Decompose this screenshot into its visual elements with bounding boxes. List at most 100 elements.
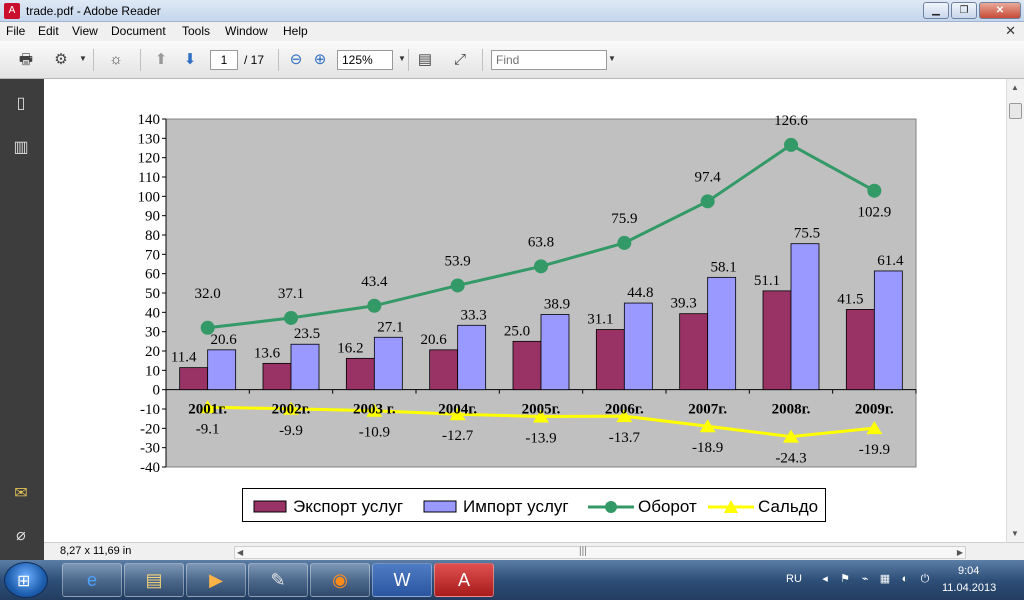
x-tick-label: 2003 г. (353, 402, 396, 418)
y-tick-label: 30 (145, 325, 160, 341)
document-view: 140 130 120 110 100 90 80 70 60 50 40 30 20 10 0 -10 -20… (44, 79, 1006, 542)
attachments-icon[interactable]: ⌀ (16, 527, 26, 544)
minimize-button[interactable]: ▁ (923, 2, 949, 19)
usb-icon[interactable]: ⌁ (861, 573, 869, 585)
bar-import (373, 336, 403, 391)
point-balance (783, 429, 799, 443)
firefox-icon[interactable]: ◉ (310, 563, 370, 597)
y-tick-label: -20 (140, 421, 160, 437)
x-tick-label: 2004г. (438, 402, 477, 418)
data-label-balance: -9.9 (279, 423, 303, 439)
zoom-out-icon[interactable]: ⊖ (289, 51, 303, 68)
find-dropdown-icon[interactable]: ▼ (608, 54, 616, 63)
data-label-balance: -19.9 (859, 442, 890, 458)
scroll-thumb[interactable] (1009, 103, 1022, 119)
bar-export (429, 349, 459, 391)
scroll-right-icon[interactable]: ▶ (956, 548, 963, 557)
menu-view[interactable]: View (72, 24, 98, 38)
close-document-icon[interactable]: ✕ (1005, 23, 1016, 38)
data-label-turnover: 102.9 (857, 205, 891, 221)
chevron-up-icon[interactable]: ◂ (822, 573, 828, 585)
start-button[interactable]: ⊞ (4, 562, 48, 598)
menu-bar: File Edit View Document Tools Window Hel… (0, 22, 1024, 41)
language-indicator[interactable]: RU (786, 573, 802, 585)
scroll-up-icon[interactable]: ▲ (1011, 83, 1019, 92)
data-label-balance: -9.1 (196, 421, 220, 437)
bookmarks-icon[interactable]: ▥ (13, 139, 29, 156)
media-player-icon[interactable]: ▶ (186, 563, 246, 597)
horizontal-scrollbar[interactable]: ◀ ||| ▶ (234, 546, 966, 559)
window-title: trade.pdf - Adobe Reader (26, 4, 161, 18)
bar-export (679, 313, 709, 391)
clock-time[interactable]: 9:04 (958, 565, 980, 577)
toolbar: 🖶 ⚙ ▼ ☼ ⬆ ⬇ 1 / 17 ⊖ ⊕ 125% ▼ ▤ ⤢ ▼ (0, 41, 1024, 79)
taskbar: ⊞ e ▤ ▶ ✎ ◉ W A RU ◂ ⚑ ⌁ ▦ ◐ ⏻ 9:04 11.0… (0, 560, 1024, 600)
bar-export (762, 290, 792, 391)
menu-help[interactable]: Help (283, 24, 308, 38)
toolbar-separator (93, 49, 94, 71)
bar-import (873, 270, 903, 391)
comments-icon[interactable]: ✉ (14, 485, 28, 502)
data-label-export: 20.6 (421, 332, 448, 348)
data-label-export: 11.4 (171, 350, 197, 366)
menu-document[interactable]: Document (111, 24, 166, 38)
legend-import: Импорт услуг (423, 497, 593, 516)
print-icon[interactable]: 🖶 (18, 51, 34, 68)
close-button[interactable]: ✕ (979, 2, 1021, 19)
volume-icon[interactable]: ◐ (901, 573, 909, 585)
legend-balance: Сальдо (708, 497, 823, 516)
data-label-balance: -13.7 (609, 430, 641, 446)
data-label-import: 75.5 (794, 226, 820, 242)
point-balance (449, 407, 466, 421)
full-screen-icon[interactable]: ⤢ (453, 51, 466, 68)
y-tick-label: 40 (145, 305, 160, 321)
fit-width-icon[interactable]: ▤ (417, 51, 433, 68)
vertical-scrollbar[interactable]: ▲ ▼ (1006, 79, 1024, 542)
legend-label-balance: Сальдо (758, 497, 819, 516)
menu-tools[interactable]: Tools (182, 24, 211, 38)
adobe-reader-icon[interactable]: A (434, 563, 494, 597)
zoom-dropdown-icon[interactable]: ▼ (398, 54, 406, 63)
point-balance (699, 419, 716, 433)
collaborate-icon[interactable]: ☼ (109, 51, 123, 68)
security-icon[interactable]: ⚑ (840, 573, 850, 585)
bar-import (623, 302, 653, 391)
zoom-in-icon[interactable]: ⊕ (313, 51, 327, 68)
menu-window[interactable]: Window (225, 24, 268, 38)
ie-icon[interactable]: e (62, 563, 122, 597)
zoom-input[interactable]: 125% (337, 50, 393, 70)
system-tray: RU ◂ ⚑ ⌁ ▦ ◐ ⏻ 9:04 11.04.2013 (0, 560, 1024, 600)
scroll-grip-icon[interactable]: ||| (579, 546, 587, 557)
chevron-down-icon[interactable]: ▼ (79, 54, 87, 63)
paint-icon[interactable]: ✎ (248, 563, 308, 597)
word-icon[interactable]: W (372, 563, 432, 597)
clock-date[interactable]: 11.04.2013 (942, 582, 997, 594)
point-turnover (284, 310, 298, 325)
bar-import (540, 314, 570, 391)
menu-file[interactable]: File (6, 24, 26, 38)
point-turnover (534, 259, 548, 274)
x-tick-label: 2006г. (605, 402, 644, 418)
next-page-icon[interactable]: ⬇ (183, 51, 197, 68)
legend-swatch-import (423, 500, 457, 513)
legend-turnover: Оборот (588, 497, 708, 516)
find-input[interactable] (491, 50, 607, 70)
y-tick-label: 130 (138, 131, 161, 147)
bar-export (595, 329, 625, 391)
maximize-button[interactable]: ❐ (951, 2, 977, 19)
point-turnover (367, 298, 382, 313)
scroll-left-icon[interactable]: ◀ (237, 548, 244, 557)
page-number-input[interactable]: 1 (210, 50, 238, 70)
data-label-turnover: 97.4 (695, 169, 722, 185)
page-thumbnails-icon[interactable]: ▯ (16, 95, 26, 112)
explorer-icon[interactable]: ▤ (124, 563, 184, 597)
bar-export (845, 309, 875, 391)
scroll-down-icon[interactable]: ▼ (1011, 529, 1019, 538)
previous-page-icon[interactable]: ⬆ (154, 51, 168, 68)
bar-export (345, 357, 375, 391)
menu-edit[interactable]: Edit (38, 24, 59, 38)
share-icon[interactable]: ⚙ (54, 51, 68, 68)
power-icon[interactable]: ⏻ (920, 573, 930, 585)
network-icon[interactable]: ▦ (879, 573, 891, 585)
data-label-export: 39.3 (671, 296, 697, 312)
